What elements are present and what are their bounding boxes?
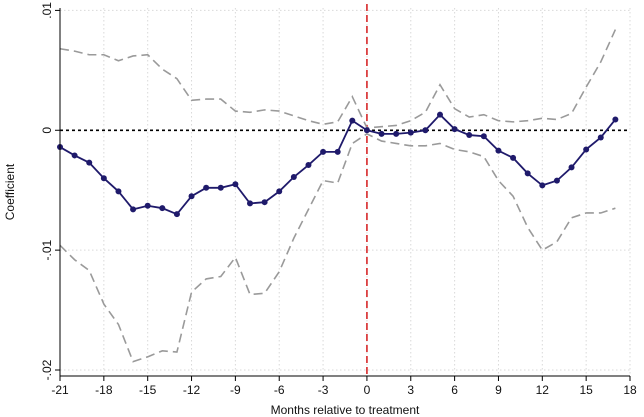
coefficient-point	[437, 111, 443, 118]
ci-lower-line	[59, 132, 616, 363]
coefficient-point	[217, 184, 224, 191]
coefficient-point	[173, 211, 180, 218]
x-tick-label: 9	[495, 383, 502, 397]
x-axis-ticks: -21 -18 -15 -12 -9 -6 -3 0 3 6 9 12 15 18	[51, 376, 637, 397]
x-tick-label: -12	[183, 383, 201, 397]
coefficient-point	[203, 184, 210, 191]
coefficient-point	[568, 164, 575, 171]
coefficient-point	[393, 130, 400, 137]
coefficient-point	[305, 162, 312, 169]
coefficient-point	[378, 130, 385, 137]
coefficient-point	[86, 159, 93, 166]
coefficient-point	[320, 148, 327, 155]
ci-upper-line	[59, 29, 617, 129]
x-axis-title: Months relative to treatment	[271, 403, 420, 417]
coefficient-point	[553, 177, 560, 184]
coefficient-point	[539, 182, 546, 189]
x-tick-label: 12	[536, 383, 550, 397]
coefficient-point	[144, 202, 151, 209]
y-tick-label: .01	[40, 2, 54, 19]
reference-lines	[60, 4, 630, 376]
coefficient-point	[466, 132, 473, 139]
confidence-interval-lines	[59, 29, 617, 363]
coefficient-point	[422, 127, 429, 134]
coefficient-point	[290, 174, 297, 181]
coefficient-series	[57, 111, 619, 218]
coefficient-point	[524, 170, 531, 177]
x-tick-label: -18	[95, 383, 113, 397]
y-tick-label: -.01	[40, 239, 54, 260]
coefficient-point	[597, 134, 604, 141]
x-tick-label: 3	[407, 383, 414, 397]
coefficient-point	[100, 175, 107, 182]
coefficient-point	[363, 127, 370, 134]
x-tick-label: -6	[274, 383, 285, 397]
x-tick-label: -3	[318, 383, 329, 397]
y-axis-title: Coefficient	[3, 163, 17, 220]
coefficient-point	[115, 188, 122, 195]
coefficient-point	[612, 116, 619, 123]
coefficient-point	[583, 146, 590, 153]
coefficient-point	[407, 129, 414, 136]
coefficient-point	[232, 181, 239, 188]
coefficient-point	[188, 193, 195, 200]
x-tick-label: 6	[451, 383, 458, 397]
coefficient-point	[349, 117, 356, 124]
y-axis-ticks: .01 0 -.01 -.02	[40, 2, 60, 380]
y-tick-label: -.02	[40, 359, 54, 380]
gridlines	[59, 8, 631, 376]
x-tick-label: 18	[623, 383, 637, 397]
x-tick-label: 0	[364, 383, 371, 397]
y-tick-label: 0	[40, 127, 54, 134]
coefficient-point	[247, 200, 253, 207]
x-tick-label: -15	[139, 383, 157, 397]
coefficient-point	[261, 199, 268, 206]
coefficient-point	[130, 206, 137, 213]
x-tick-label: -9	[230, 383, 241, 397]
coefficient-point	[480, 133, 487, 140]
x-tick-label: -21	[51, 383, 69, 397]
axes	[59, 8, 630, 377]
coefficient-point	[159, 205, 166, 212]
coefficient-point	[276, 188, 283, 195]
x-tick-label: 15	[579, 383, 593, 397]
coefficient-point	[510, 154, 517, 161]
coefficient-point	[334, 148, 341, 155]
coefficient-point	[71, 152, 78, 159]
coefficient-point	[451, 126, 458, 133]
coefficient-point	[495, 147, 502, 154]
